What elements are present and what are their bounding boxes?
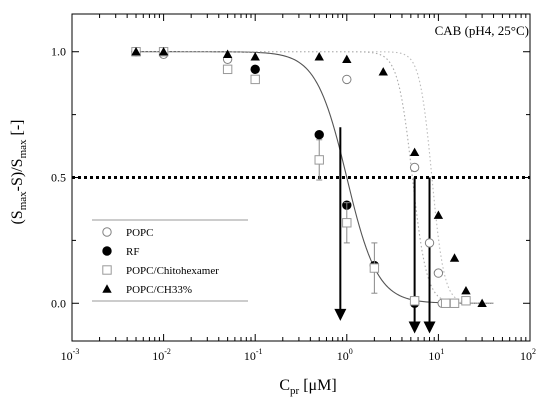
arrow-layer [334, 127, 436, 334]
data-point [440, 298, 451, 308]
x-axis-label: Cpr [μM] [279, 377, 336, 397]
data-point [409, 162, 420, 173]
data-point [342, 218, 352, 228]
data-point [314, 52, 324, 61]
data-point [409, 147, 420, 157]
data-point [314, 155, 324, 165]
chart-annotation: CAB (pH4, 25°C) [435, 23, 529, 38]
data-point [433, 268, 444, 278]
data-point [342, 74, 352, 85]
data-point [461, 296, 471, 306]
fit-curve [136, 51, 494, 304]
data-point [449, 253, 460, 262]
x-tick-label: 10-3 [61, 347, 80, 363]
data-point [461, 285, 471, 295]
x-tick-label: 102 [520, 347, 536, 363]
legend-marker [102, 227, 112, 237]
data-point [424, 238, 435, 248]
y-axis-label: (Smax-S)/Smax [-] [9, 119, 29, 224]
data-point [250, 74, 260, 85]
legend-label: POPC/CH33% [126, 284, 192, 296]
data-point [369, 263, 380, 273]
data-point [158, 47, 169, 56]
data-point [342, 54, 352, 63]
x-tick-label: 101 [428, 347, 444, 363]
legend-marker [102, 265, 112, 275]
y-tick-label: 0.5 [51, 171, 66, 185]
data-point [433, 210, 444, 219]
legend-marker [102, 246, 112, 256]
data-point [314, 130, 324, 140]
fit-layer [136, 51, 494, 304]
arrow-head [423, 321, 436, 334]
legend-marker [102, 284, 112, 293]
data-point [409, 296, 420, 306]
arrow-head [408, 321, 421, 334]
legend: POPC RF POPC/Chitohexamer POPC/CH33% [92, 219, 248, 302]
x-tick-label: 10-1 [244, 347, 263, 363]
data-point [449, 298, 460, 308]
data-point [222, 64, 233, 75]
legend-label: POPC [126, 227, 154, 239]
legend-label: RF [126, 246, 139, 258]
data-point [250, 64, 260, 75]
axis-layer: 10-3 10-2 10-1 100 101 102 0.0 0.5 1.0 [51, 13, 536, 363]
y-tick-label: 1.0 [51, 45, 66, 59]
data-point [250, 52, 260, 61]
x-tick-label: 10-2 [152, 347, 171, 363]
y-tick-label: 0.0 [51, 296, 66, 310]
x-tick-label: 100 [337, 347, 353, 363]
data-point [222, 49, 233, 58]
legend-label: POPC/Chitohexamer [126, 265, 219, 277]
point-layer [131, 47, 487, 308]
arrow-head [334, 308, 347, 321]
data-point [477, 298, 487, 307]
data-point [131, 47, 141, 56]
data-point [378, 67, 388, 76]
